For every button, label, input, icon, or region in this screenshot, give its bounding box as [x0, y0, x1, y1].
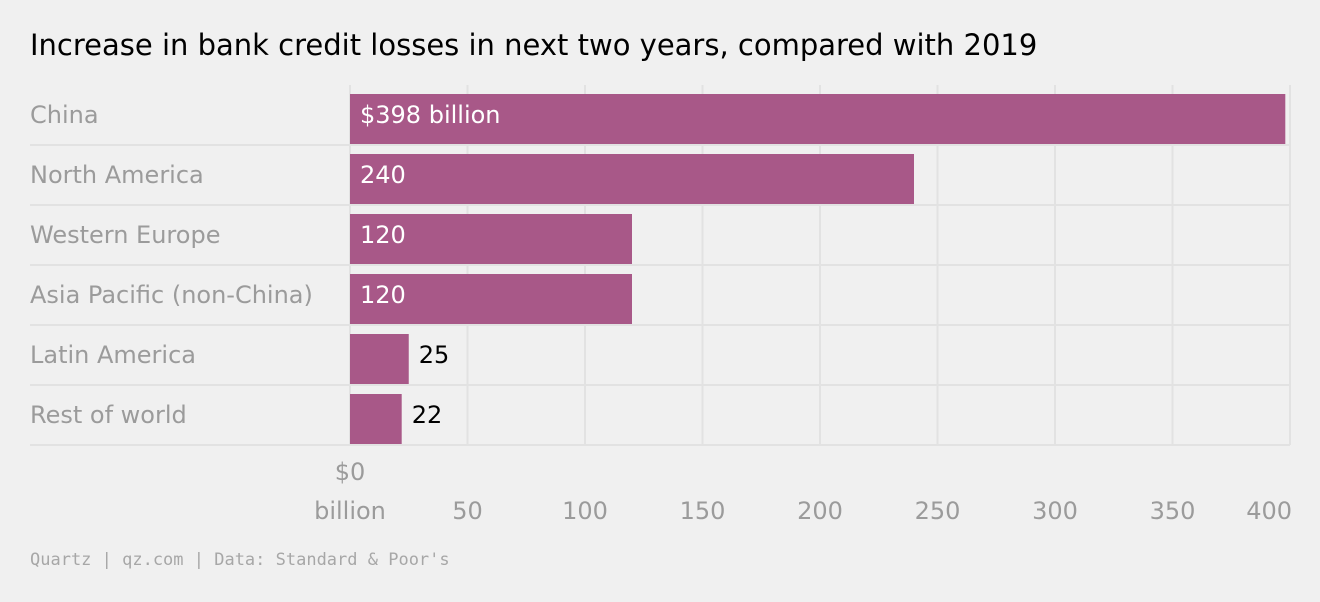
bar [350, 214, 632, 264]
data-label: 22 [412, 401, 443, 429]
x-tick-label: 100 [562, 497, 608, 525]
category-label: Western Europe [30, 221, 220, 249]
category-label: North America [30, 161, 204, 189]
x-tick-label: $0 [335, 458, 366, 486]
bar [350, 334, 409, 384]
data-label: 120 [360, 221, 406, 249]
x-tick-label: 50 [452, 497, 483, 525]
data-label: 25 [419, 341, 450, 369]
bar [350, 154, 914, 204]
category-label: Asia Pacific (non-China) [30, 281, 313, 309]
x-tick-label: 300 [1032, 497, 1078, 525]
data-label: 120 [360, 281, 406, 309]
category-label: Rest of world [30, 401, 187, 429]
x-tick-label: 150 [680, 497, 726, 525]
bar [350, 274, 632, 324]
data-label: $398 billion [360, 101, 501, 129]
bar [350, 94, 1286, 144]
x-tick-label: 400 [1246, 497, 1292, 525]
x-tick-label: billion [314, 497, 386, 525]
data-label: 240 [360, 161, 406, 189]
x-tick-label: 350 [1150, 497, 1196, 525]
x-tick-label: 250 [915, 497, 961, 525]
category-label: Latin America [30, 341, 196, 369]
source-footer: Quartz | qz.com | Data: Standard & Poor'… [30, 550, 450, 570]
category-label: China [30, 101, 99, 129]
x-tick-label: 200 [797, 497, 843, 525]
bar [350, 394, 402, 444]
chart-title: Increase in bank credit losses in next t… [30, 28, 1038, 62]
